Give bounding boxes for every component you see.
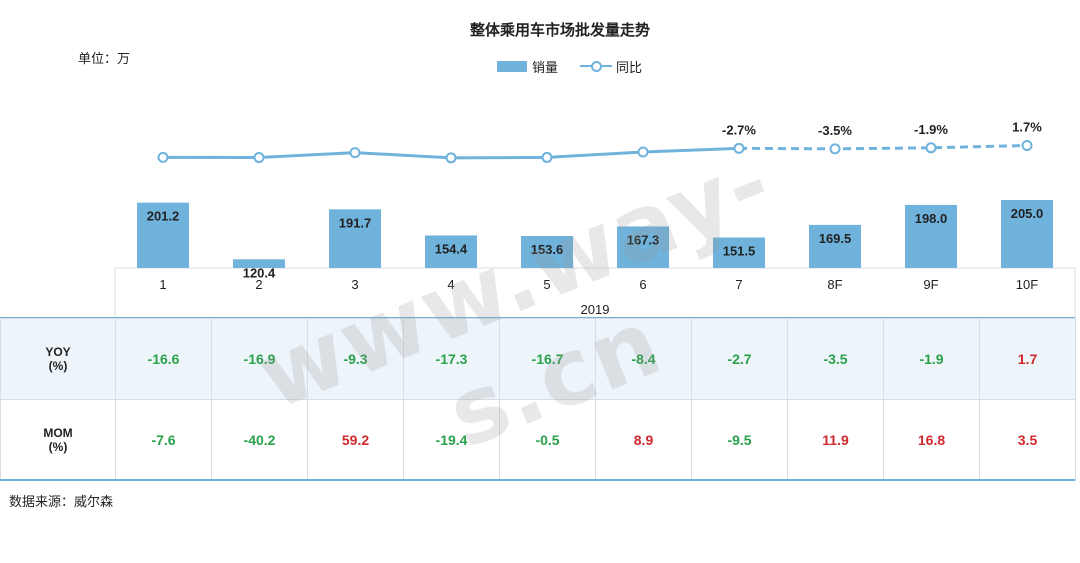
yoy-row: YOY (%) -16.6 -16.9 -9.3 -17.3 -16.7 -8.4 -2.7 -3… [0,318,1076,400]
yoy-point-9F [925,142,937,154]
bar-6 [617,226,669,268]
x-tick-3: 3 [351,277,358,292]
bar-label-3: 191.7 [339,215,372,230]
row-head-title: YOY [45,345,71,359]
x-tick-1: 1 [159,277,166,292]
yoy-point-8F [829,143,841,155]
metrics-table: YOY (%) -16.6 -16.9 -9.3 -17.3 -16.7 -8.4 -2.7 -3… [0,318,1076,481]
bar-3 [329,209,381,268]
bar-label-4: 154.4 [435,241,468,256]
source-note: 数据来源：威尔森 [9,494,114,509]
bar-10F [1001,200,1053,268]
table-cell: -19.4 [403,399,500,481]
chart-title: 整体乘用车市场批发量走势 [469,22,650,39]
x-tick-6: 6 [639,277,646,292]
row-head-unit: (%) [48,440,68,454]
x-tick-10F: 10F [1016,277,1038,292]
table-cell: -16.7 [499,318,596,400]
table-bottom-rule [0,479,1075,481]
year-label: 2019 [580,302,610,317]
yoy-point-7 [733,142,745,154]
table-cell: 59.2 [307,399,404,481]
row-head-unit: (%) [48,359,68,373]
unit-label: 单位：万 [78,51,131,66]
table-cell: -1.9 [883,318,980,400]
yoy-point-4 [445,152,457,164]
x-tick-2: 2 [255,277,262,292]
bar-label-6: 167.3 [627,232,660,247]
yoy-point-1 [157,151,169,163]
legend-line-swatch [580,60,613,72]
table-cell: -2.7 [691,318,788,400]
x-tick-5: 5 [543,277,550,292]
bar-7 [713,237,765,268]
table-cell: -17.3 [403,318,500,400]
table-cell: 8.9 [595,399,692,481]
x-tick-7: 7 [735,277,742,292]
table-cell: 11.9 [787,399,884,481]
row-head-title: MOM [43,426,73,440]
bar-label-1: 201.2 [147,209,180,224]
bar-label-5: 153.6 [531,242,564,257]
legend-bar-label: 销量 [532,59,559,75]
bar-8F [809,224,861,268]
table-cell: -16.9 [211,318,308,400]
bar-label-10F: 205.0 [1011,206,1044,221]
table-cell: -0.5 [499,399,596,481]
table-cell: -9.5 [691,399,788,481]
table-cell: -8.4 [595,318,692,400]
yoy-label-8F: -3.5% [818,123,852,138]
bar-9F [905,204,957,268]
bar-label-9F: 198.0 [915,211,948,226]
row-head: YOY (%) [0,318,116,400]
bar-4 [425,235,477,268]
bar-label-2: 120.4 [243,265,276,280]
row-head: MOM (%) [0,399,116,481]
x-tick-4: 4 [447,277,454,292]
chart-plot: 201.2 1 120.42 191.7 3 154.4 4 153.6 5 167.3 6 151.… [114,119,1076,318]
yoy-line-forecast [738,143,1028,151]
legend: 销量 同比 [497,59,643,75]
mom-row: MOM (%) -7.6 -40.2 59.2 -19.4 -0.5 8.9 -9.5 11.9 1… [0,399,1076,481]
yoy-point-3 [349,147,361,159]
table-cell: -7.6 [115,399,212,481]
yoy-point-10F [1021,139,1033,151]
table-cell: 16.8 [883,399,980,481]
x-tick-8F: 8F [827,277,842,292]
table-cell: -3.5 [787,318,884,400]
x-tick-9F: 9F [923,277,938,292]
legend-bar-swatch [497,60,527,72]
table-cell: -16.6 [115,318,212,400]
yoy-point-2 [253,152,265,164]
bar-label-8F: 169.5 [819,231,852,246]
bar-1 [137,202,189,268]
legend-line-label: 同比 [616,59,643,75]
table-cell: 3.5 [979,399,1076,481]
yoy-point-6 [637,146,649,158]
table-cell: -9.3 [307,318,404,400]
bar-2 [233,259,285,268]
bar-label-7: 151.5 [723,244,756,259]
yoy-point-5 [541,151,553,163]
yoy-label-9F: -1.9% [914,122,948,137]
table-cell: -40.2 [211,399,308,481]
table-cell: 1.7 [979,318,1076,400]
yoy-label-7: -2.7% [722,122,756,137]
bar-5 [521,236,573,268]
yoy-label-10F: 1.7% [1012,119,1042,134]
